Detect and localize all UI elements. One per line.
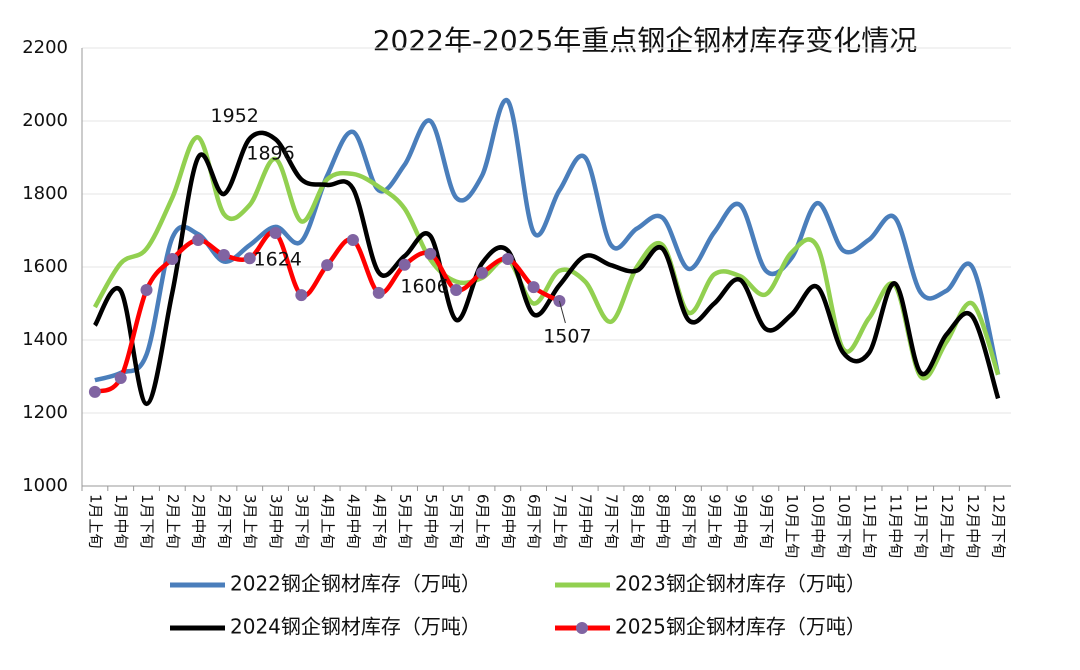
x-tick-label: 3月下旬	[293, 494, 311, 549]
series-line	[92, 130, 1001, 407]
data-label: 1952	[211, 105, 259, 127]
point-marker	[527, 281, 540, 294]
x-tick-label: 6月中旬	[499, 494, 517, 549]
x-tick-label: 11月上旬	[861, 494, 879, 558]
x-tick-label: 10月下旬	[835, 494, 853, 558]
point-marker	[114, 371, 127, 384]
point-marker	[192, 233, 205, 246]
x-tick-label: 3月上旬	[241, 494, 259, 549]
x-tick-label: 11月下旬	[912, 494, 930, 558]
x-tick-label: 9月中旬	[732, 494, 750, 549]
point-marker	[243, 252, 256, 265]
y-tick-label: 1200	[22, 402, 68, 423]
x-tick-label: 4月上旬	[319, 494, 337, 549]
x-tick-label: 7月下旬	[603, 494, 621, 549]
x-tick-label: 11月中旬	[886, 494, 904, 558]
x-tick-label: 4月中旬	[344, 494, 362, 549]
x-tick-label: 1月下旬	[138, 494, 156, 549]
y-tick-label: 1400	[22, 329, 68, 350]
y-tick-label: 1800	[22, 183, 68, 204]
series-line	[92, 135, 1001, 381]
x-tick-label: 6月上旬	[473, 494, 491, 549]
x-tick-label: 7月上旬	[551, 494, 569, 549]
point-marker	[372, 286, 385, 299]
x-tick-label: 12月中旬	[964, 494, 982, 558]
x-tick-label: 9月上旬	[706, 494, 724, 549]
legend-label: 2024钢企钢材库存（万吨）	[230, 615, 481, 639]
x-tick-label: 8月中旬	[654, 494, 672, 549]
x-tick-label: 10月中旬	[809, 494, 827, 558]
point-marker	[140, 283, 153, 296]
point-marker	[501, 252, 514, 265]
x-tick-label: 2月上旬	[164, 494, 182, 549]
data-label: 1896	[246, 142, 294, 164]
point-marker	[166, 252, 179, 265]
data-label: 1507	[543, 325, 591, 347]
chart-title: 2022年-2025年重点钢企钢材库存变化情况	[373, 24, 918, 57]
label-leader	[558, 300, 566, 324]
y-tick-label: 2200	[22, 37, 68, 58]
x-tick-label: 6月下旬	[525, 494, 543, 549]
point-marker	[269, 227, 282, 240]
series-line	[94, 98, 1001, 383]
x-tick-label: 1月中旬	[112, 494, 130, 549]
point-marker	[398, 258, 411, 271]
x-tick-label: 5月下旬	[448, 494, 466, 549]
legend-label: 2023钢企钢材库存（万吨）	[615, 572, 866, 596]
x-tick-label: 12月上旬	[938, 494, 956, 558]
data-label: 1606	[400, 275, 448, 297]
point-marker	[321, 259, 334, 272]
x-tick-label: 7月中旬	[577, 494, 595, 549]
x-tick-label: 10月上旬	[783, 494, 801, 558]
y-tick-label: 2000	[22, 110, 68, 131]
data-label: 1624	[254, 249, 302, 271]
x-tick-label: 4月下旬	[370, 494, 388, 549]
x-tick-label: 3月中旬	[267, 494, 285, 549]
point-marker	[450, 283, 463, 296]
x-tick-label: 12月下旬	[990, 494, 1008, 558]
y-tick-label: 1600	[22, 256, 68, 277]
x-tick-label: 8月下旬	[680, 494, 698, 549]
x-tick-label: 8月上旬	[628, 494, 646, 549]
point-marker	[217, 248, 230, 261]
y-tick-label: 1000	[22, 475, 68, 496]
point-marker	[295, 289, 308, 302]
legend-marker	[576, 622, 588, 634]
point-marker	[424, 247, 437, 260]
point-marker	[88, 385, 101, 398]
x-tick-label: 5月中旬	[422, 494, 440, 549]
x-tick-label: 5月上旬	[396, 494, 414, 549]
point-marker	[475, 266, 488, 279]
point-marker	[346, 233, 359, 246]
legend-label: 2022钢企钢材库存（万吨）	[230, 572, 481, 596]
legend-label: 2025钢企钢材库存（万吨）	[615, 615, 866, 639]
x-tick-label: 1月上旬	[86, 494, 104, 549]
x-tick-label: 2月下旬	[215, 494, 233, 549]
x-tick-label: 9月下旬	[757, 494, 775, 549]
x-tick-label: 2月中旬	[190, 494, 208, 549]
